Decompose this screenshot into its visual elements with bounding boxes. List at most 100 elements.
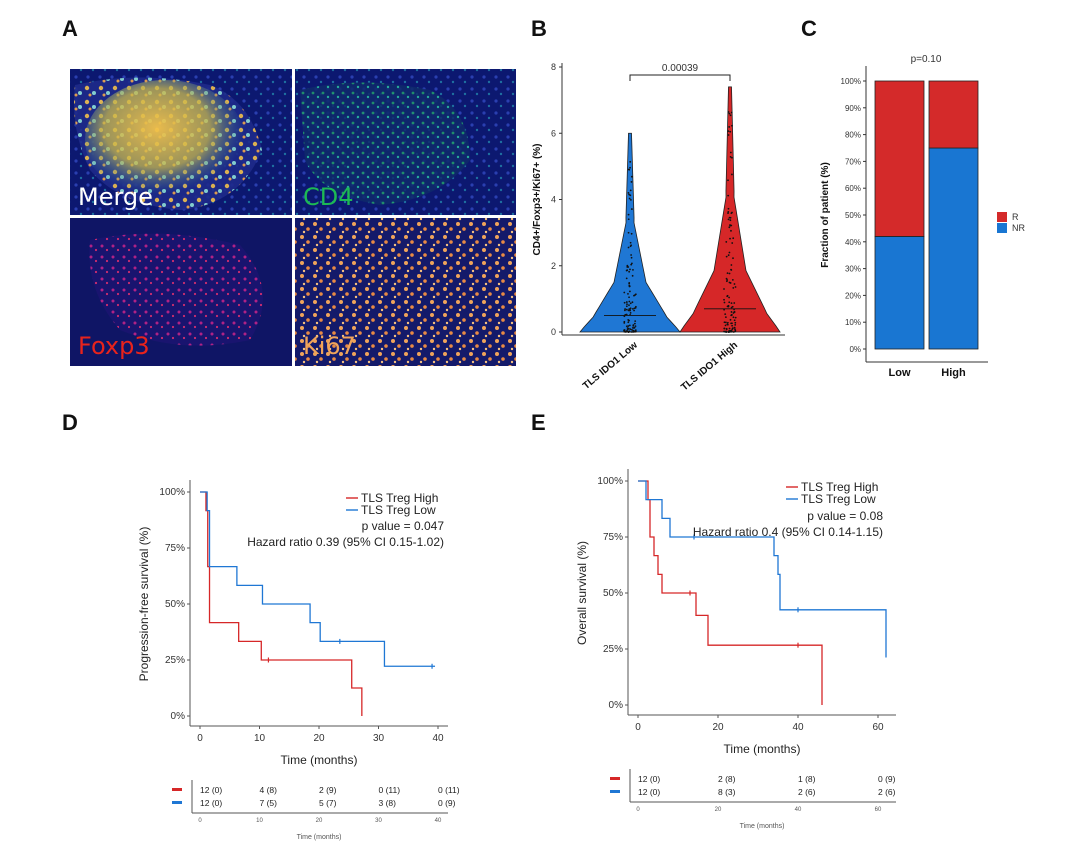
y-tick-label: 0% xyxy=(609,700,624,711)
y-tick-label: 50% xyxy=(165,599,185,610)
data-point xyxy=(727,254,730,257)
y-axis-title: Progression-free survival (%) xyxy=(137,527,151,682)
data-point xyxy=(628,304,630,307)
data-point xyxy=(629,194,632,197)
microscopy-foxp3-image: Foxp3 xyxy=(70,218,292,366)
data-point xyxy=(625,313,628,316)
y-tick-label: 40% xyxy=(845,238,861,247)
data-point xyxy=(729,130,732,133)
panel-letter-b: B xyxy=(531,16,547,41)
data-point xyxy=(728,112,731,115)
data-point xyxy=(732,257,734,260)
data-point xyxy=(731,124,733,127)
data-point xyxy=(724,321,727,324)
data-point xyxy=(734,330,737,333)
data-point xyxy=(628,290,631,293)
legend-label: TLS Treg Low xyxy=(361,503,436,517)
data-point xyxy=(732,287,735,289)
data-point xyxy=(631,301,634,304)
x-tick-label: 20 xyxy=(313,733,325,744)
data-point xyxy=(632,268,634,271)
data-point xyxy=(733,302,736,304)
data-point xyxy=(634,305,637,308)
risk-value: 5 (7) xyxy=(319,798,337,808)
data-point xyxy=(725,328,728,331)
data-point xyxy=(624,308,626,310)
risk-row-color xyxy=(610,790,620,793)
risk-value: 12 (0) xyxy=(200,798,222,808)
data-point xyxy=(630,256,633,259)
violin-low xyxy=(579,132,681,333)
data-point xyxy=(733,319,736,322)
data-point xyxy=(626,264,629,267)
data-point xyxy=(629,328,632,331)
bar-segment-nr xyxy=(874,236,925,350)
y-tick-label: 8 xyxy=(551,62,556,72)
data-point xyxy=(731,211,733,214)
data-point xyxy=(734,286,737,288)
legend-label: TLS Treg High xyxy=(801,480,878,494)
data-point xyxy=(626,303,628,306)
data-point xyxy=(627,325,630,327)
y-tick-label: 30% xyxy=(845,265,861,274)
data-point xyxy=(734,323,737,326)
x-category-label: High xyxy=(941,367,966,379)
y-tick-label: 75% xyxy=(603,532,623,543)
y-axis-title: CD4+/Foxp3+/Ki67+ (%) xyxy=(532,144,543,256)
data-point xyxy=(630,175,633,178)
risk-value: 0 (9) xyxy=(438,798,456,808)
data-point xyxy=(728,251,731,254)
chart-b-violin: 0 2 4 6 8 CD4+/Foxp3+/Ki67+ (%) TLS IDO1 Low TL… xyxy=(532,62,785,393)
data-point xyxy=(732,331,735,333)
microscopy-merge-image: Merge xyxy=(70,69,292,215)
x-tick-label: 20 xyxy=(712,722,724,733)
data-point xyxy=(631,274,634,277)
ki67-label: Ki67 xyxy=(303,332,356,360)
x-tick-label: 10 xyxy=(254,733,266,744)
data-point xyxy=(628,308,631,310)
data-point xyxy=(727,207,730,210)
p-value-text: p value = 0.047 xyxy=(362,519,445,533)
data-point xyxy=(727,218,730,221)
p-value-label: 0.00039 xyxy=(662,63,699,74)
hazard-ratio-text: Hazard ratio 0.4 (95% CI 0.14-1.15) xyxy=(693,525,883,539)
data-point xyxy=(724,316,727,319)
merge-label: Merge xyxy=(78,183,153,211)
data-point xyxy=(629,189,632,192)
cd4-label: CD4 xyxy=(303,183,354,211)
x-tick-label: 40 xyxy=(792,722,804,733)
data-point xyxy=(727,194,730,197)
hazard-ratio-text: Hazard ratio 0.39 (95% CI 0.15-1.02) xyxy=(247,535,444,549)
legend-label-nr: NR xyxy=(1012,223,1025,233)
data-point xyxy=(730,264,733,266)
data-point xyxy=(725,277,728,280)
y-tick-label: 100% xyxy=(597,476,623,487)
data-point xyxy=(630,208,633,210)
data-point xyxy=(728,272,731,275)
y-tick-label: 0% xyxy=(849,345,861,354)
panel-letter-a: A xyxy=(62,16,78,41)
data-point xyxy=(634,293,637,296)
data-point xyxy=(631,330,634,333)
data-point xyxy=(723,327,726,330)
risk-value: 8 (3) xyxy=(718,787,736,797)
panel-letter-d: D xyxy=(62,410,78,435)
risk-x-axis-title: Time (months) xyxy=(297,834,342,841)
data-point xyxy=(627,191,630,194)
data-point xyxy=(727,134,730,136)
data-point xyxy=(724,313,727,316)
data-point xyxy=(728,226,731,229)
data-point xyxy=(625,301,628,303)
risk-value: 4 (8) xyxy=(260,785,278,795)
risk-tick-label: 30 xyxy=(375,818,382,824)
data-point xyxy=(728,126,731,128)
risk-tick-label: 20 xyxy=(316,818,323,824)
bar-segment-r xyxy=(928,80,979,149)
data-point xyxy=(630,328,633,331)
y-tick-label: 90% xyxy=(845,104,861,113)
chart-c-stacked-bar: 0% 10% 20% 30% 40% 50% 60% 70% 80% 90% 100% p=0.10 F… xyxy=(820,54,1025,379)
data-point xyxy=(729,219,732,222)
data-point xyxy=(626,327,629,329)
data-point xyxy=(629,302,632,305)
risk-value: 2 (6) xyxy=(798,787,816,797)
